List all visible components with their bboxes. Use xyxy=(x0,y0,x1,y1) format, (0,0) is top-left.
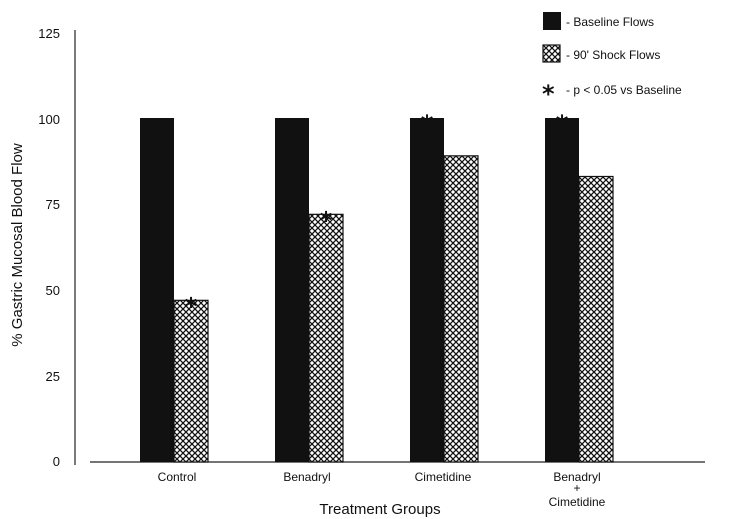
bar-baseline-benadryl-cimetidine xyxy=(545,118,579,462)
significance-marks: * * * * xyxy=(185,110,569,320)
legend-label-shock: - 90' Shock Flows xyxy=(566,48,660,62)
y-tick-label-0: 0 xyxy=(53,454,60,469)
y-axis-title: % Gastric Mucosal Blood Flow xyxy=(9,143,26,347)
legend-label-significance: - p < 0.05 vs Baseline xyxy=(566,83,682,97)
bar-shock-control xyxy=(173,299,209,463)
category-label-cimetidine: Cimetidine xyxy=(415,470,472,484)
y-tick-label-25: 25 xyxy=(46,369,60,384)
bar-shock-benadryl xyxy=(308,213,344,463)
category-label-benadryl: Benadryl xyxy=(283,470,330,484)
bar-baseline-control xyxy=(140,118,174,462)
legend-label-baseline: - Baseline Flows xyxy=(566,15,654,29)
bar-baseline-benadryl xyxy=(275,118,309,462)
x-category-labels: Control Benadryl Cimetidine Benadryl + C… xyxy=(158,470,606,509)
x-axis-title: Treatment Groups xyxy=(319,501,440,518)
significance-star-benadryl-cimetidine: * xyxy=(556,110,569,138)
legend-star-icon: * xyxy=(542,80,555,108)
y-tick-labels: 0 25 50 75 100 125 xyxy=(38,26,60,469)
bar-baseline-cimetidine xyxy=(410,118,444,462)
bar-shock-cimetidine xyxy=(443,155,479,463)
category-label-combo-line1: Benadryl xyxy=(553,470,600,484)
category-label-control: Control xyxy=(158,470,197,484)
significance-star-control: * xyxy=(185,292,198,320)
legend: - Baseline Flows - 90' Shock Flows * - p… xyxy=(542,12,682,108)
category-label-combo-line3: Cimetidine xyxy=(549,495,606,509)
legend-swatch-baseline xyxy=(543,12,561,30)
legend-swatch-shock xyxy=(542,44,561,63)
y-tick-label-125: 125 xyxy=(38,26,60,41)
significance-star-cimetidine: * xyxy=(421,110,434,138)
significance-star-benadryl: * xyxy=(320,206,333,234)
bars-group xyxy=(140,118,614,463)
bar-shock-benadryl-cimetidine xyxy=(578,175,614,463)
y-tick-label-50: 50 xyxy=(46,283,60,298)
category-label-combo-plus: + xyxy=(573,481,580,495)
y-tick-label-75: 75 xyxy=(46,197,60,212)
y-tick-label-100: 100 xyxy=(38,112,60,127)
